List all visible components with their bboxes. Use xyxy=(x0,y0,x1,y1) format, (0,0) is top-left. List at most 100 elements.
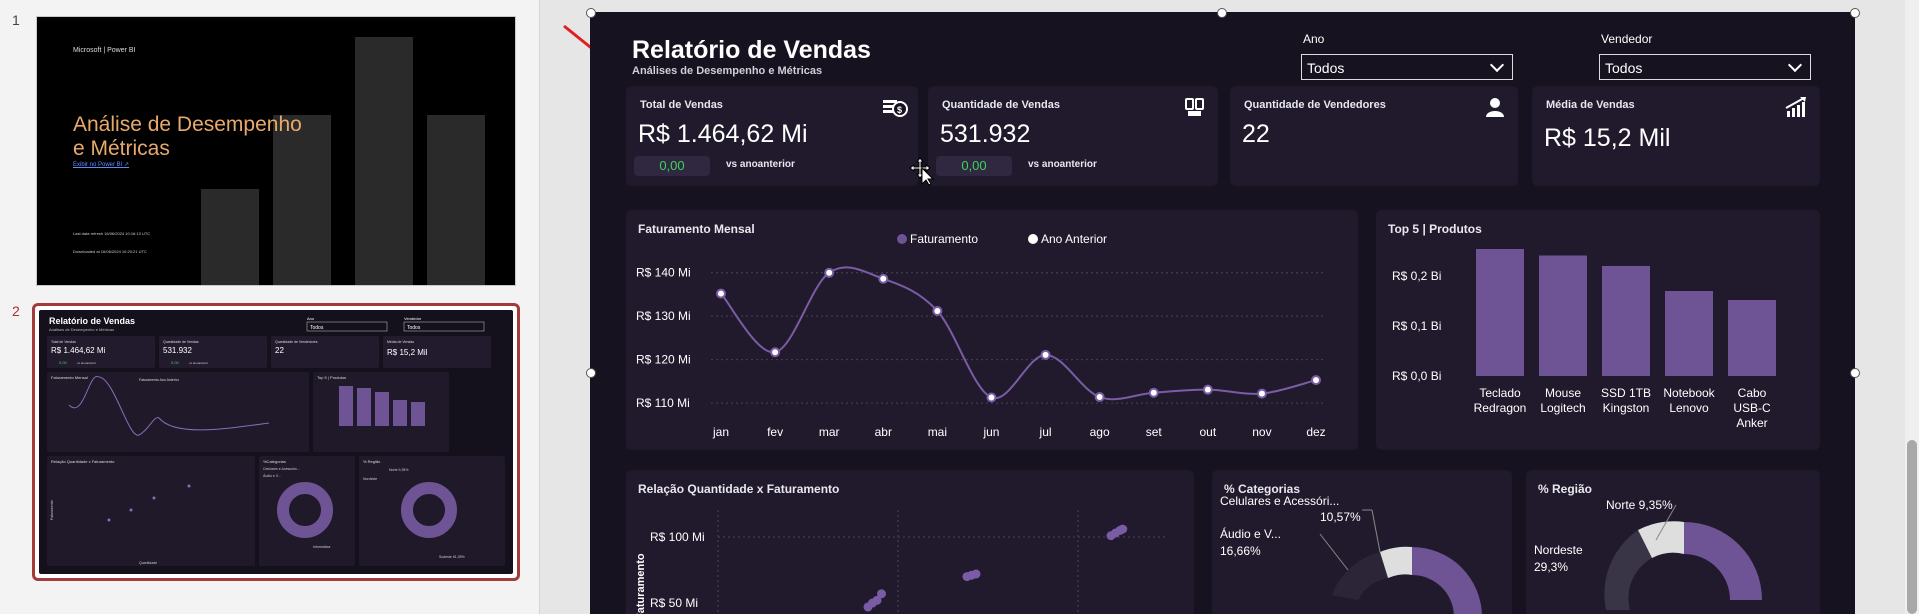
legend-dot-ano-anterior xyxy=(1028,234,1038,244)
thumb-bar xyxy=(355,37,413,285)
resize-handle[interactable] xyxy=(1217,8,1227,18)
kpi-value: R$ 15,2 Mil xyxy=(1544,124,1671,152)
kpi-label: Média de Vendas xyxy=(1546,99,1635,111)
resize-handle[interactable] xyxy=(1850,8,1860,18)
vendedor-filter-dropdown[interactable]: Todos xyxy=(1599,54,1811,80)
bar xyxy=(1728,300,1776,376)
resize-handle[interactable] xyxy=(1850,368,1860,378)
thumb-kpi-vs: vs anoanterior xyxy=(77,361,96,365)
category-pct: 10,57% xyxy=(1320,510,1361,524)
x-tick-label: USB-C xyxy=(1733,401,1771,415)
scatter-point xyxy=(971,569,981,579)
kpi-comparison-label: vs anoanterior xyxy=(726,159,795,170)
donut-slice-celulares xyxy=(1380,546,1412,578)
panel-title: % Região xyxy=(1538,482,1593,496)
data-point xyxy=(932,305,943,316)
vertical-scrollbar[interactable] xyxy=(1905,0,1919,614)
panel-title: % Categorias xyxy=(1224,482,1301,496)
kpi-label: Total de Vendas xyxy=(640,99,723,111)
vendedor-filter-value: Todos xyxy=(1605,60,1643,76)
svg-text:$: $ xyxy=(897,105,902,115)
thumb-kpi-value: R$ 1.464,62 Mi xyxy=(51,346,105,355)
chevron-down-icon xyxy=(1489,57,1505,73)
top5-products-panel: Top 5 | Produtos R$ 0,0 Bi R$ 0,1 Bi R$ 0,… xyxy=(1376,210,1820,450)
faturamento-series-line xyxy=(720,266,1317,401)
x-tick-label: dez xyxy=(1306,425,1325,439)
bar xyxy=(1665,291,1713,376)
thumb-legend: Faturamento Ano Anterior xyxy=(139,378,180,382)
y-tick-label: R$ 100 Mi xyxy=(650,530,705,544)
money-coins-icon: $ xyxy=(882,96,908,118)
x-tick-label: Lenovo xyxy=(1669,401,1709,415)
thumb-cat-label: Áudio e V... xyxy=(263,474,281,478)
category-label: Áudio e V... xyxy=(1220,526,1281,541)
region-donut-chart: Norte 9,35% Nordeste 29,3% xyxy=(1534,498,1762,610)
power-bi-link[interactable]: Exibir no Power BI ↗ xyxy=(73,162,130,168)
thumb-reg-title: % Região xyxy=(363,459,381,464)
region-panel: % Região Norte 9,35% Nordeste 29,3% xyxy=(1526,470,1820,614)
thumbnail-report-preview: Relatório de Vendas Análises de Desempen… xyxy=(47,316,505,566)
kpi-delta-badge: 0,00 xyxy=(936,156,1012,176)
brand-logo: Microsoft | Power BI xyxy=(73,47,136,54)
kpi-value: 531.932 xyxy=(940,120,1031,148)
slide-thumbnail-2[interactable]: Relatório de Vendas Análises de Desempen… xyxy=(39,310,513,574)
thumb-kpi-vs: vs anoanterior xyxy=(189,361,208,365)
x-tick-label: Mouse xyxy=(1545,386,1581,400)
y-tick-label: R$ 120 Mi xyxy=(636,353,691,367)
thumb-kpi-label: Total de Vendas xyxy=(51,340,76,344)
thumb-vendedor-label: Vendedor xyxy=(404,316,422,321)
panel-title: Top 5 | Produtos xyxy=(1388,222,1482,236)
kpi-value: R$ 1.464,62 Mi xyxy=(638,120,808,148)
y-tick-label: R$ 0,2 Bi xyxy=(1392,269,1441,283)
x-tick-label: abr xyxy=(875,425,892,439)
donut-slice-nordeste xyxy=(1604,530,1652,610)
thumb-kpi-badge: 0,00 xyxy=(59,360,68,365)
y-tick-label: R$ 130 Mi xyxy=(636,309,691,323)
kpi-card-quantidade-vendedores: Quantidade de Vendedores 22 xyxy=(1230,86,1518,186)
ano-filter-value: Todos xyxy=(1307,60,1345,76)
thumb-top5-title: Top 5 | Produtos xyxy=(317,375,346,380)
data-point xyxy=(1148,387,1159,398)
y-tick-label: R$ 0,0 Bi xyxy=(1392,369,1441,383)
bar xyxy=(1476,249,1524,376)
slide-number: 2 xyxy=(12,303,20,319)
chevron-down-icon xyxy=(1787,57,1803,73)
slide-thumbnail-1[interactable]: Microsoft | Power BI Análise de Desempen… xyxy=(36,16,516,286)
category-label: Celulares e Acessóri... xyxy=(1220,494,1339,508)
thumb-kpi-label: Média de Vendas xyxy=(387,340,414,344)
x-tick-label: jan xyxy=(712,425,729,439)
cart-icon xyxy=(1182,96,1208,118)
y-tick-label: R$ 110 Mi xyxy=(636,396,690,410)
x-tick-label: jun xyxy=(982,425,999,439)
thumb-ano-value: Todos xyxy=(310,325,324,331)
thumb-bar xyxy=(427,115,485,285)
top5-products-bar-chart: R$ 0,0 Bi R$ 0,1 Bi R$ 0,2 Bi TecladoRedrag… xyxy=(1392,249,1776,430)
kpi-card-total-vendas: Total de Vendas R$ 1.464,62 Mi 0,00 vs a… xyxy=(626,86,918,186)
bar xyxy=(1539,255,1587,376)
donut-slice-sudeste xyxy=(1684,522,1762,600)
data-point xyxy=(770,347,781,358)
resize-handle[interactable] xyxy=(586,8,596,18)
person-icon xyxy=(1482,96,1508,118)
x-tick-label: Cabo xyxy=(1738,386,1767,400)
thumb-kpi-label: Quantidade de Vendedores xyxy=(275,340,318,344)
thumb-reg-label: Sudeste 61,35% xyxy=(439,555,465,559)
growth-chart-icon xyxy=(1784,96,1810,118)
kpi-card-media-vendas: Média de Vendas R$ 15,2 Mil xyxy=(1532,86,1820,186)
x-tick-label: out xyxy=(1199,425,1216,439)
slide-thumbnail-2-selected[interactable]: Relatório de Vendas Análises de Desempen… xyxy=(32,303,520,581)
thumb-bar xyxy=(201,189,259,285)
resize-handle[interactable] xyxy=(586,368,596,378)
x-tick-label: mai xyxy=(928,425,947,439)
category-pct: 16,66% xyxy=(1220,544,1261,558)
report-slide[interactable]: Relatório de Vendas Análises de Desempen… xyxy=(590,12,1855,614)
data-point xyxy=(1256,388,1267,399)
kpi-delta-badge: 0,00 xyxy=(634,156,710,176)
thumb-title: Relatório de Vendas xyxy=(49,316,135,326)
slide-thumbnail-panel: 1 Microsoft | Power BI Análise de Desemp… xyxy=(0,0,540,614)
kpi-value: 22 xyxy=(1242,120,1270,148)
ano-filter-dropdown[interactable]: Todos xyxy=(1301,54,1513,80)
quantity-revenue-scatter-chart: Faturamento R$ 100 Mi R$ 50 Mi xyxy=(635,510,1166,614)
scrollbar-thumb[interactable] xyxy=(1907,440,1917,614)
thumb-reg-label: Norte 9,35% xyxy=(389,468,408,472)
